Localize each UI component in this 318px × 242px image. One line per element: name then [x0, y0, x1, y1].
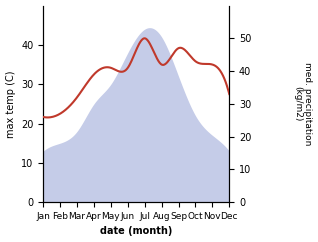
X-axis label: date (month): date (month)	[100, 227, 172, 236]
Y-axis label: med. precipitation
(kg/m2): med. precipitation (kg/m2)	[293, 62, 313, 145]
Y-axis label: max temp (C): max temp (C)	[5, 70, 16, 138]
